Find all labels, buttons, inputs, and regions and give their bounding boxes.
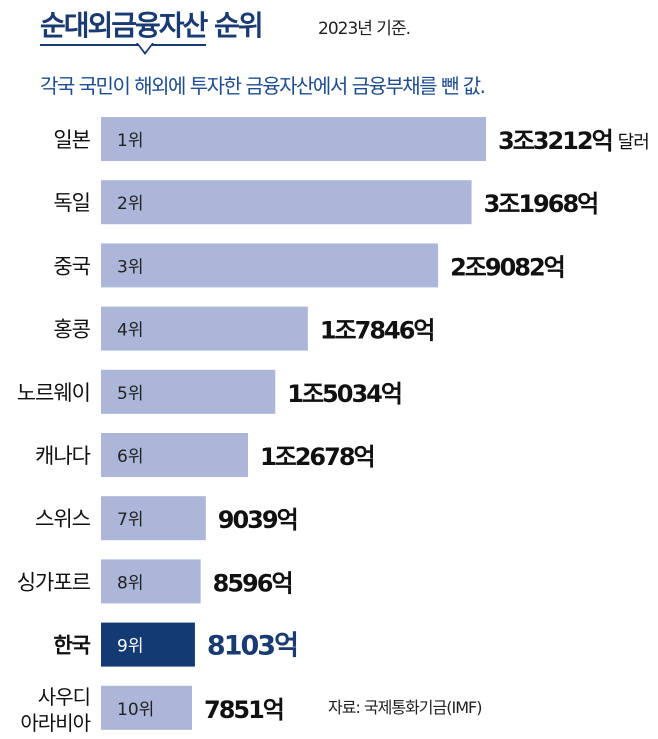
value-label: 1조5034억 <box>287 380 401 408</box>
source-note: 자료: 국제통화기금(IMF) <box>328 698 482 717</box>
bar <box>101 306 308 351</box>
rank-label: 9위 <box>117 637 143 657</box>
category-label: 노르웨이 <box>17 381 90 405</box>
value-label: 2조9082억 <box>450 253 564 281</box>
rank-label: 5위 <box>117 384 143 404</box>
category-label: 캐나다 <box>35 444 91 468</box>
bar <box>101 685 193 730</box>
rank-label: 1위 <box>117 131 143 151</box>
title-block: 순대외금융자산 순위 <box>40 4 264 46</box>
bar <box>101 433 248 477</box>
bar <box>101 559 201 604</box>
category-label: 스위스 <box>35 507 91 531</box>
value-label: 8103억 <box>207 631 297 662</box>
bar <box>101 369 276 414</box>
title-main: 순대외금융자산 <box>40 9 208 46</box>
category-label: 일본 <box>53 128 90 152</box>
category-label: 홍콩 <box>53 318 90 342</box>
basis-date: 2023년 기준. <box>318 19 411 39</box>
category-label: 싱가포르 <box>17 570 91 594</box>
bar <box>101 117 486 161</box>
value-label: 8596억 <box>213 569 292 597</box>
rank-label: 10위 <box>117 700 154 720</box>
value-label: 1조7846억 <box>320 317 434 345</box>
rank-label: 6위 <box>117 447 143 467</box>
rank-label: 4위 <box>117 321 143 341</box>
rank-label: 3위 <box>117 257 143 277</box>
bar <box>101 622 195 667</box>
value-label: 3조3212억 <box>498 127 612 155</box>
rank-label: 8위 <box>117 573 143 593</box>
unit-label: 달러 <box>618 132 649 153</box>
category-label: 사우디 <box>38 685 90 709</box>
chart-title: 순대외금융자산 순위 <box>40 4 264 46</box>
callout-pointer-inner <box>138 43 152 52</box>
title-rest: 순위 <box>206 9 264 42</box>
bar <box>101 496 206 541</box>
chart-subtitle: 각국 국민이 해외에 투자한 금융자산에서 금융부채를 뺀 값. <box>40 74 486 98</box>
category-label: 독일 <box>53 191 90 215</box>
bar <box>101 180 472 225</box>
value-label: 1조2678억 <box>260 443 374 471</box>
rank-label: 7위 <box>117 510 143 530</box>
value-label: 9039억 <box>218 506 297 534</box>
category-label: 중국 <box>53 254 90 278</box>
category-label: 한국 <box>53 634 90 658</box>
value-label: 3조1968억 <box>484 190 598 218</box>
rank-label: 2위 <box>117 194 143 214</box>
bar <box>101 243 439 288</box>
value-label: 7851억 <box>204 696 283 724</box>
category-label: 아라비아 <box>20 711 90 735</box>
